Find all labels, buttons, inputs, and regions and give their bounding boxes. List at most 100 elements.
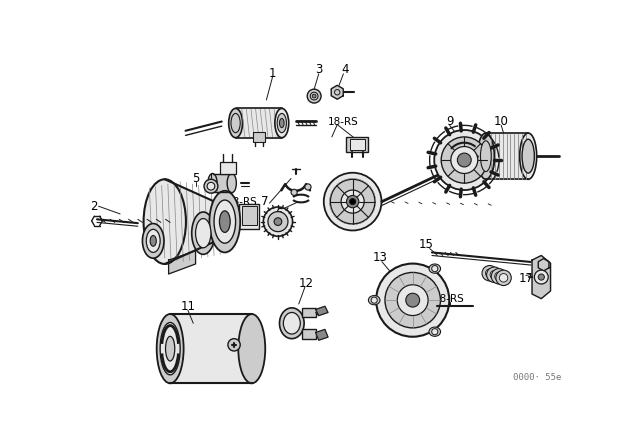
Circle shape (305, 184, 311, 190)
Polygon shape (212, 174, 232, 192)
Ellipse shape (277, 113, 287, 133)
Ellipse shape (192, 212, 215, 254)
Ellipse shape (307, 89, 321, 103)
Ellipse shape (150, 236, 156, 246)
Ellipse shape (227, 173, 236, 193)
Text: 18-RS: 18-RS (435, 293, 465, 304)
Bar (349, 139, 365, 150)
Ellipse shape (441, 137, 488, 183)
Ellipse shape (481, 141, 492, 172)
Ellipse shape (220, 211, 230, 233)
Ellipse shape (274, 218, 282, 225)
Ellipse shape (312, 94, 316, 98)
Ellipse shape (376, 263, 449, 337)
Ellipse shape (346, 195, 359, 208)
Ellipse shape (280, 118, 284, 128)
Ellipse shape (228, 108, 243, 138)
Ellipse shape (490, 271, 499, 279)
Text: 4: 4 (341, 63, 349, 76)
Circle shape (432, 266, 438, 271)
Ellipse shape (231, 113, 240, 133)
Ellipse shape (369, 296, 380, 305)
Text: 17: 17 (518, 272, 533, 285)
Polygon shape (164, 179, 225, 264)
Ellipse shape (143, 179, 186, 264)
Ellipse shape (310, 92, 318, 100)
Bar (346, 137, 368, 152)
Circle shape (291, 189, 297, 195)
Text: 12: 12 (299, 277, 314, 290)
Ellipse shape (204, 179, 218, 193)
Ellipse shape (208, 173, 217, 193)
Bar (302, 329, 316, 339)
Text: 8: 8 (343, 184, 350, 197)
Ellipse shape (209, 191, 240, 252)
Ellipse shape (385, 272, 440, 328)
Bar (242, 206, 257, 225)
Ellipse shape (157, 314, 184, 383)
Text: 7: 7 (261, 195, 269, 208)
Ellipse shape (520, 133, 537, 179)
Ellipse shape (406, 293, 420, 307)
Bar (302, 308, 316, 317)
Ellipse shape (280, 308, 304, 339)
Ellipse shape (330, 179, 375, 224)
Ellipse shape (496, 270, 511, 285)
Text: 11: 11 (180, 300, 195, 313)
Ellipse shape (160, 323, 180, 375)
Polygon shape (168, 251, 196, 274)
Text: 2: 2 (90, 200, 98, 213)
Text: 15: 15 (419, 238, 434, 251)
Bar (239, 204, 259, 228)
Text: 0000· 55e: 0000· 55e (513, 373, 562, 382)
Ellipse shape (429, 264, 440, 273)
Text: 9: 9 (446, 115, 453, 128)
Ellipse shape (284, 313, 300, 334)
Ellipse shape (147, 229, 160, 252)
Ellipse shape (499, 274, 508, 282)
Circle shape (432, 329, 438, 335)
Ellipse shape (458, 153, 471, 167)
Text: 18-RS: 18-RS (328, 116, 359, 126)
Ellipse shape (268, 211, 288, 232)
Ellipse shape (263, 207, 292, 236)
Ellipse shape (429, 327, 440, 336)
Ellipse shape (495, 272, 503, 280)
Ellipse shape (477, 133, 494, 179)
Bar (253, 132, 265, 142)
Circle shape (534, 270, 548, 284)
Ellipse shape (207, 182, 215, 190)
Polygon shape (236, 108, 282, 138)
Text: 16: 16 (496, 272, 511, 285)
Circle shape (538, 274, 545, 280)
Ellipse shape (435, 130, 494, 190)
Text: 1: 1 (269, 66, 276, 79)
Ellipse shape (522, 139, 534, 173)
Text: 14: 14 (386, 293, 401, 307)
Polygon shape (486, 133, 528, 179)
Ellipse shape (275, 108, 289, 138)
Text: 13: 13 (373, 251, 388, 264)
Ellipse shape (397, 285, 428, 315)
Bar (220, 162, 236, 174)
Ellipse shape (166, 336, 175, 361)
Ellipse shape (486, 267, 502, 282)
Polygon shape (332, 85, 343, 99)
Ellipse shape (238, 314, 265, 383)
Text: 6: 6 (275, 207, 282, 220)
Ellipse shape (324, 173, 381, 230)
Ellipse shape (143, 224, 164, 258)
Polygon shape (532, 255, 550, 299)
Text: 10: 10 (494, 115, 509, 128)
Ellipse shape (214, 200, 236, 243)
Ellipse shape (196, 219, 211, 248)
Ellipse shape (486, 269, 494, 277)
Ellipse shape (482, 266, 497, 281)
Ellipse shape (451, 146, 478, 173)
Circle shape (228, 339, 240, 351)
Polygon shape (316, 329, 328, 340)
Text: 18-RS: 18-RS (227, 197, 257, 207)
Ellipse shape (349, 198, 356, 205)
Polygon shape (316, 306, 328, 315)
Polygon shape (538, 258, 549, 271)
